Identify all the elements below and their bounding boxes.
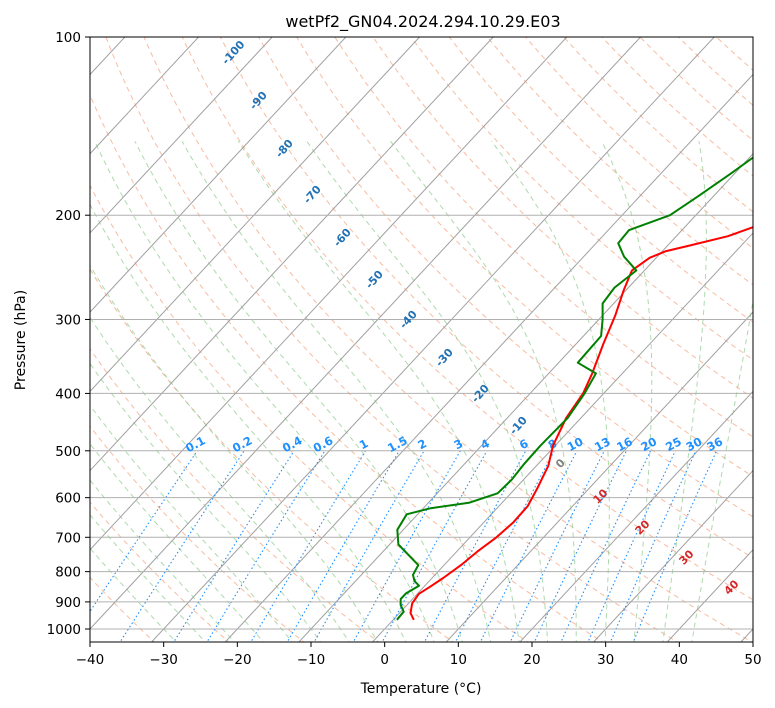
y-tick-label: 600 (55, 491, 81, 507)
y-tick-label: 500 (55, 444, 81, 460)
y-axis-label: Pressure (hPa) (13, 290, 29, 390)
x-tick-label: −20 (223, 652, 252, 668)
x-tick-label: 10 (450, 652, 467, 668)
mixing-ratio-line (173, 450, 295, 642)
moist-adiabat (390, 140, 577, 642)
moist-adiabat (90, 547, 177, 642)
moist-adiabat (90, 404, 293, 642)
dry-adiabat (90, 348, 380, 642)
moist-adiabat (94, 140, 435, 642)
y-tick-label: 700 (55, 530, 81, 546)
mixing-ratio-label: 13 (592, 434, 613, 454)
moist-adiabat (90, 203, 407, 642)
mixing-ratio-line (286, 450, 400, 642)
isotherm (90, 37, 421, 393)
y-tick-label: 200 (55, 208, 81, 224)
y-tick-label: 800 (55, 565, 81, 581)
mixing-ratio-line (423, 450, 527, 642)
x-tick-label: 0 (380, 652, 389, 668)
isotherm (90, 37, 347, 313)
y-tick-label: 400 (55, 386, 81, 402)
mixing-ratio-line (119, 450, 245, 642)
moist-adiabat (662, 141, 707, 642)
isotherm (592, 469, 753, 642)
mixing-ratio-line (533, 450, 627, 642)
moist-adiabat (691, 298, 753, 642)
mixing-ratio-line (206, 450, 326, 642)
moist-adiabat (601, 140, 653, 642)
mixing-ratio-label: 16 (614, 434, 635, 454)
isotherm (90, 37, 273, 234)
isotherm (90, 37, 494, 472)
moist-adiabat (306, 140, 549, 642)
x-tick-label: 20 (523, 652, 540, 668)
moist-adiabat (90, 514, 206, 642)
moist-adiabat (237, 140, 520, 642)
moist-adiabat (90, 443, 265, 642)
x-tick-label: 40 (671, 652, 688, 668)
plot-frame (89, 36, 754, 643)
dry-adiabat (448, 37, 753, 323)
dry-adiabat (219, 37, 753, 559)
dry-adiabat (90, 268, 454, 642)
mixing-ratio-line (454, 450, 555, 642)
profile-lines (396, 156, 753, 621)
y-tick-label: 300 (55, 312, 81, 328)
dewpoint-line (396, 156, 753, 621)
y-tick-label: 1000 (47, 622, 81, 638)
moist-adiabat (134, 140, 463, 642)
dry-adiabat (486, 37, 753, 286)
isotherm (90, 37, 200, 155)
moist-adiabat (90, 264, 379, 642)
mixing-ratio-line (560, 450, 652, 642)
isotherm (224, 73, 753, 642)
mixing-ratio-label: 20 (638, 434, 659, 454)
y-axis-ticks: 100 200 300 400 500 600 700 800 900 1000 (47, 30, 90, 638)
x-tick-label: −30 (149, 652, 178, 668)
isotherm (90, 37, 642, 630)
dry-adiabat (105, 37, 679, 642)
dry-adiabat (257, 37, 753, 518)
isotherm (298, 152, 753, 642)
isotherm (90, 37, 568, 551)
moist-adiabat (90, 316, 350, 642)
moist-adiabat (491, 140, 610, 642)
mixing-ratio-label: 25 (663, 434, 684, 454)
pressure-gridlines (90, 37, 753, 630)
isotherm (371, 232, 753, 642)
y-tick-label: 900 (55, 595, 81, 611)
mixing-ratio-label: 10 (565, 434, 586, 454)
x-tick-label: 30 (597, 652, 614, 668)
x-tick-label: −40 (76, 652, 105, 668)
isotherm (150, 37, 715, 642)
moist-adiabat (181, 140, 492, 642)
dry-adiabat (372, 37, 753, 399)
mixing-ratio-label: 36 (704, 434, 725, 454)
x-tick-label: 50 (744, 652, 761, 668)
x-axis-ticks: −40 −30 −20 −10 0 10 20 30 40 50 (76, 642, 762, 668)
chart-title: wetPf2_GN04.2024.294.10.29.E03 (285, 12, 560, 32)
mixing-ratio-line (479, 450, 578, 642)
isotherm (519, 390, 753, 642)
temperature-line (409, 226, 753, 621)
moist-adiabat (90, 362, 322, 642)
x-tick-label: −10 (297, 652, 326, 668)
y-tick-label: 100 (55, 30, 81, 46)
mixing-ratio-label: 30 (684, 434, 705, 454)
isotherm (445, 311, 753, 642)
x-axis-label: Temperature (°C) (360, 681, 482, 697)
